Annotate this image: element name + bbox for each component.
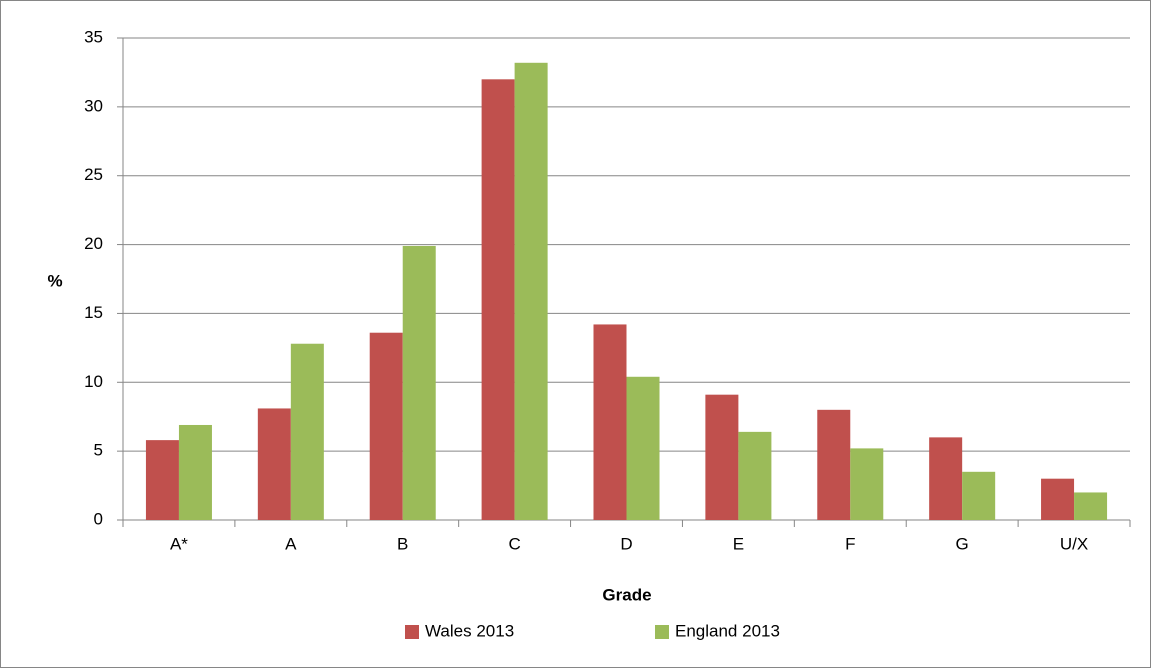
bar bbox=[369, 332, 403, 520]
bar bbox=[626, 376, 660, 520]
y-tick-label: 30 bbox=[84, 96, 103, 115]
x-tick-label: D bbox=[620, 534, 632, 553]
legend-swatch bbox=[655, 625, 669, 639]
y-axis-title: % bbox=[47, 271, 62, 290]
legend-swatch bbox=[405, 625, 419, 639]
bar bbox=[257, 408, 291, 520]
bar bbox=[178, 424, 212, 520]
bar bbox=[738, 431, 772, 520]
y-tick-label: 20 bbox=[84, 234, 103, 253]
x-tick-label: E bbox=[733, 534, 744, 553]
bar bbox=[817, 409, 851, 520]
legend-label: England 2013 bbox=[675, 621, 780, 640]
x-tick-label: A bbox=[285, 534, 297, 553]
bar bbox=[850, 448, 884, 520]
x-tick-label: G bbox=[956, 534, 969, 553]
bar bbox=[402, 245, 436, 520]
bar bbox=[705, 394, 739, 520]
x-tick-label: F bbox=[845, 534, 855, 553]
bar bbox=[145, 440, 179, 520]
bar bbox=[593, 324, 627, 520]
y-tick-label: 25 bbox=[84, 165, 103, 184]
x-tick-label: C bbox=[508, 534, 520, 553]
bar bbox=[962, 471, 996, 520]
bar bbox=[1041, 478, 1075, 520]
x-tick-label: B bbox=[397, 534, 408, 553]
bar bbox=[1074, 492, 1108, 520]
x-axis-title: Grade bbox=[602, 585, 651, 604]
x-tick-label: U/X bbox=[1060, 534, 1088, 553]
bar bbox=[929, 437, 963, 520]
bar bbox=[290, 343, 324, 520]
y-tick-label: 15 bbox=[84, 303, 103, 322]
y-tick-label: 10 bbox=[84, 372, 103, 391]
bar bbox=[514, 62, 548, 520]
x-tick-label: A* bbox=[170, 534, 188, 553]
bar bbox=[481, 79, 515, 521]
y-tick-label: 5 bbox=[94, 441, 103, 460]
y-tick-label: 0 bbox=[94, 509, 103, 528]
y-tick-label: 35 bbox=[84, 27, 103, 46]
legend-label: Wales 2013 bbox=[425, 621, 514, 640]
